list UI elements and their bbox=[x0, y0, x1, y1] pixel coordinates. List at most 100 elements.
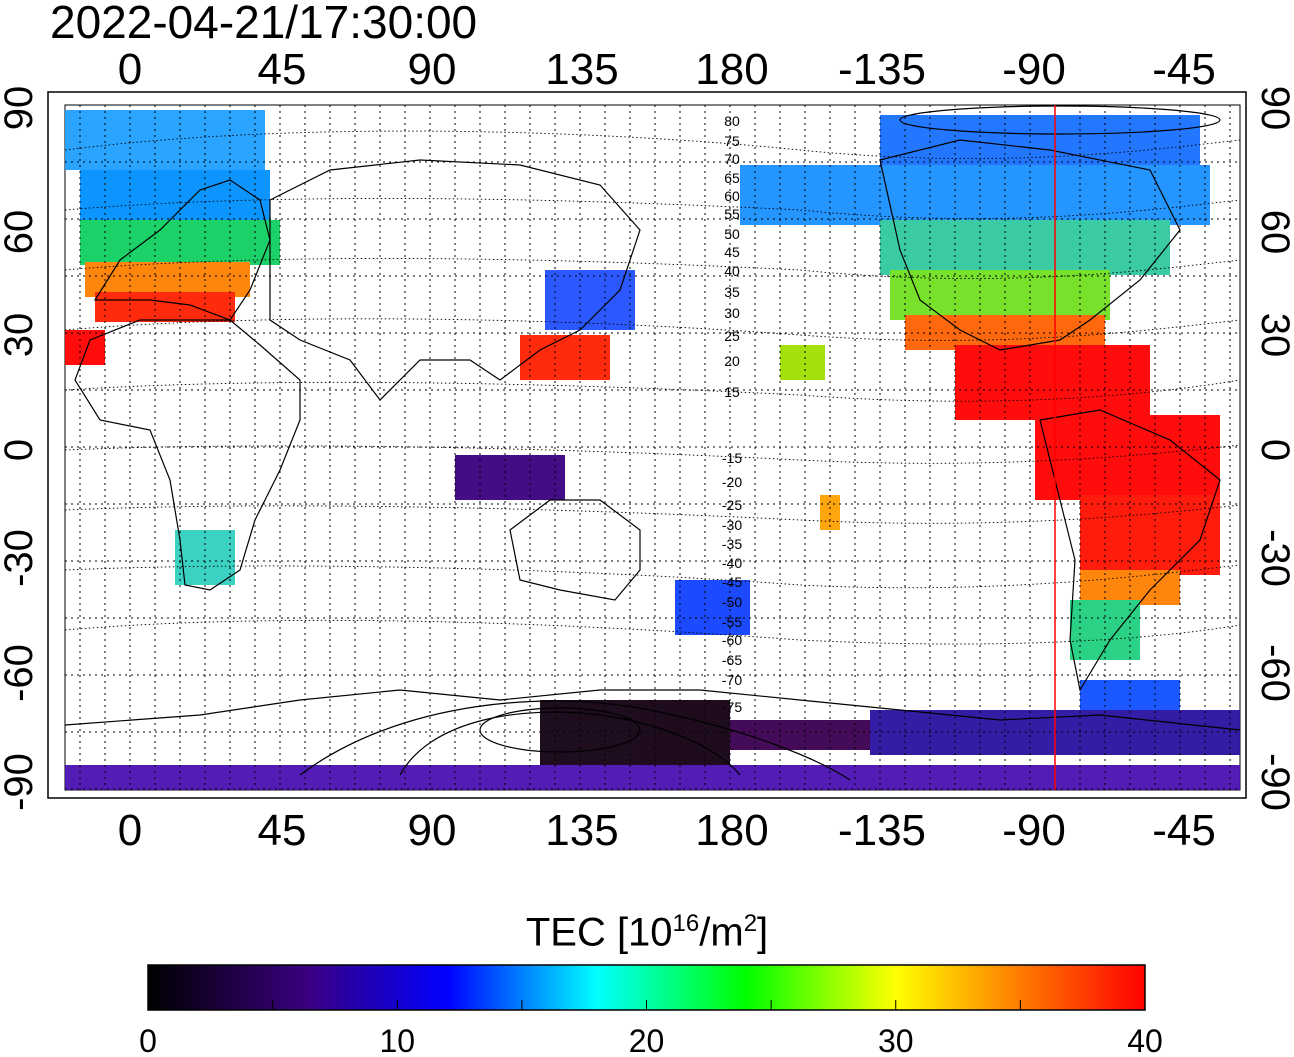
contour-label: 60 bbox=[724, 188, 740, 204]
tec-patch bbox=[455, 455, 565, 500]
contour-label: -65 bbox=[722, 652, 742, 668]
contour-label: 80 bbox=[724, 113, 740, 129]
latitude-tick-label: -60 bbox=[1253, 644, 1294, 702]
latitude-tick-label: 30 bbox=[1253, 313, 1294, 358]
latitude-tick-label: -30 bbox=[1253, 529, 1294, 587]
longitude-tick-label: 180 bbox=[695, 806, 768, 855]
contour-label: 55 bbox=[724, 206, 740, 222]
longitude-tick-label: -135 bbox=[838, 45, 926, 94]
contour-label-group: 80 75 70 65 60 55 50 45 40 35 30 25 20 15 -15 -20 -25 -30… bbox=[722, 113, 742, 715]
contour-label: 25 bbox=[724, 328, 740, 344]
europe-outline bbox=[93, 179, 271, 321]
latitude-tick-label: -90 bbox=[1253, 753, 1294, 811]
north-america-outline bbox=[879, 139, 1181, 351]
latitude-tick-label: 0 bbox=[1253, 439, 1294, 461]
graticule bbox=[65, 105, 1240, 790]
latitude-tick-label: -60 bbox=[0, 644, 41, 702]
tec-patch bbox=[740, 165, 1210, 225]
longitude-tick-label: 90 bbox=[408, 806, 457, 855]
tec-patch bbox=[95, 292, 235, 322]
tec-patch bbox=[820, 495, 840, 530]
tec-patch bbox=[520, 335, 610, 380]
antarctica-outline bbox=[65, 689, 1240, 731]
longitude-tick-label: -90 bbox=[1002, 806, 1066, 855]
tec-patch bbox=[540, 700, 730, 770]
longitude-tick-label: -45 bbox=[1152, 806, 1216, 855]
contour-label: -35 bbox=[722, 536, 742, 552]
colorbar-ticks: 0 10 20 30 40 bbox=[139, 1000, 1163, 1057]
contour-label: 40 bbox=[724, 263, 740, 279]
tec-patch bbox=[890, 270, 1110, 320]
contour-label: 75 bbox=[724, 133, 740, 149]
tec-patch bbox=[880, 220, 1170, 275]
contour-label: -20 bbox=[722, 474, 742, 490]
contour-label: 45 bbox=[724, 244, 740, 260]
latitude-tick-label: 60 bbox=[0, 210, 41, 255]
magnetic-pole-contours bbox=[299, 105, 1221, 781]
colorbar-tick-label: 10 bbox=[379, 1023, 415, 1057]
contour-label: 20 bbox=[724, 353, 740, 369]
left-latitude-ticks: 90 60 30 0 -30 -60 -90 bbox=[0, 86, 41, 811]
africa-outline bbox=[74, 319, 301, 591]
longitude-tick-label: 45 bbox=[258, 806, 307, 855]
contour-label: 65 bbox=[724, 170, 740, 186]
asia-outline bbox=[269, 159, 641, 401]
colorbar-tick-label: 20 bbox=[629, 1023, 665, 1057]
longitude-tick-label: 0 bbox=[118, 806, 142, 855]
tec-patch bbox=[780, 345, 825, 380]
tec-patch bbox=[955, 345, 1150, 420]
longitude-tick-label: -90 bbox=[1002, 45, 1066, 94]
contour-label: -30 bbox=[722, 517, 742, 533]
tec-patch bbox=[675, 580, 750, 635]
contour-label: -75 bbox=[722, 699, 742, 715]
right-latitude-ticks: 90 60 30 0 -30 -60 -90 bbox=[1253, 86, 1294, 811]
contour-label: -15 bbox=[722, 450, 742, 466]
tec-patch bbox=[80, 220, 280, 265]
latitude-tick-label: 90 bbox=[0, 86, 41, 131]
longitude-tick-label: 45 bbox=[258, 45, 307, 94]
timestamp-title: 2022-04-21/17:30:00 bbox=[50, 0, 478, 48]
latitude-tick-label: -30 bbox=[0, 529, 41, 587]
map-content bbox=[65, 105, 1240, 790]
tec-patch bbox=[1035, 415, 1220, 500]
australia-outline bbox=[509, 499, 641, 601]
top-longitude-ticks: 0 45 90 135 180 -135 -90 -45 bbox=[118, 45, 1216, 94]
longitude-tick-label: -45 bbox=[1152, 45, 1216, 94]
contour-label: 30 bbox=[724, 305, 740, 321]
tec-patch bbox=[85, 262, 250, 297]
tec-data-layer bbox=[65, 110, 1240, 790]
contour-label: 15 bbox=[724, 384, 740, 400]
colorbar-tick-label: 0 bbox=[139, 1023, 157, 1057]
latitude-tick-label: 60 bbox=[1253, 210, 1294, 255]
tec-patch bbox=[175, 530, 235, 585]
contour-label: -70 bbox=[722, 672, 742, 688]
colorbar-tick-label: 40 bbox=[1127, 1023, 1163, 1057]
contour-label: -40 bbox=[722, 555, 742, 571]
bottom-longitude-ticks: 0 45 90 135 180 -135 -90 -45 bbox=[118, 806, 1216, 855]
south-america-outline bbox=[1039, 409, 1221, 692]
latitude-tick-label: 30 bbox=[0, 313, 41, 358]
tec-patch bbox=[730, 720, 870, 750]
contour-label: -45 bbox=[722, 574, 742, 590]
longitude-tick-label: -135 bbox=[838, 806, 926, 855]
longitude-tick-label: 180 bbox=[695, 45, 768, 94]
contour-label: -50 bbox=[722, 594, 742, 610]
coastlines bbox=[65, 139, 1240, 731]
colorbar-tick-label: 30 bbox=[878, 1023, 914, 1057]
contour-label: -55 bbox=[722, 614, 742, 630]
tec-patch bbox=[65, 765, 1240, 790]
longitude-tick-label: 135 bbox=[545, 806, 618, 855]
latitude-tick-label: 90 bbox=[1253, 86, 1294, 131]
longitude-tick-label: 90 bbox=[408, 45, 457, 94]
latitude-tick-label: 0 bbox=[0, 439, 41, 461]
contour-label: -25 bbox=[722, 497, 742, 513]
tec-patch bbox=[1080, 495, 1220, 575]
latitude-tick-label: -90 bbox=[0, 753, 41, 811]
contour-label: 70 bbox=[724, 151, 740, 167]
tec-patch bbox=[545, 270, 635, 330]
longitude-tick-label: 0 bbox=[118, 45, 142, 94]
tec-patch bbox=[65, 330, 105, 365]
longitude-tick-label: 135 bbox=[545, 45, 618, 94]
contour-label: 35 bbox=[724, 284, 740, 300]
